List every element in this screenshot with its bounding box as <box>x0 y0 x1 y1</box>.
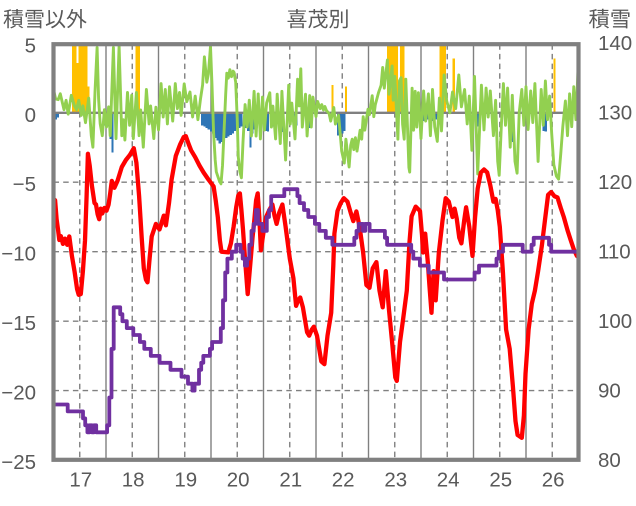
svg-text:−25: −25 <box>1 451 36 474</box>
svg-text:80: 80 <box>598 449 621 472</box>
svg-text:25: 25 <box>489 468 512 491</box>
svg-text:20: 20 <box>227 468 250 491</box>
svg-text:18: 18 <box>122 468 145 491</box>
svg-text:140: 140 <box>598 32 632 55</box>
svg-text:21: 21 <box>279 468 302 491</box>
svg-text:−10: −10 <box>1 243 36 266</box>
svg-text:23: 23 <box>384 468 407 491</box>
svg-text:120: 120 <box>598 171 632 194</box>
svg-text:−5: −5 <box>13 173 36 196</box>
svg-text:26: 26 <box>542 468 565 491</box>
svg-text:90: 90 <box>598 379 621 402</box>
svg-text:130: 130 <box>598 102 632 125</box>
svg-text:22: 22 <box>332 468 355 491</box>
svg-text:17: 17 <box>69 468 92 491</box>
svg-text:0: 0 <box>25 104 36 127</box>
svg-text:19: 19 <box>174 468 197 491</box>
svg-text:110: 110 <box>598 241 631 264</box>
svg-text:100: 100 <box>598 310 632 333</box>
svg-text:−15: −15 <box>1 312 36 335</box>
svg-text:24: 24 <box>437 468 460 491</box>
svg-text:−20: −20 <box>1 382 36 405</box>
svg-text:5: 5 <box>25 34 36 57</box>
